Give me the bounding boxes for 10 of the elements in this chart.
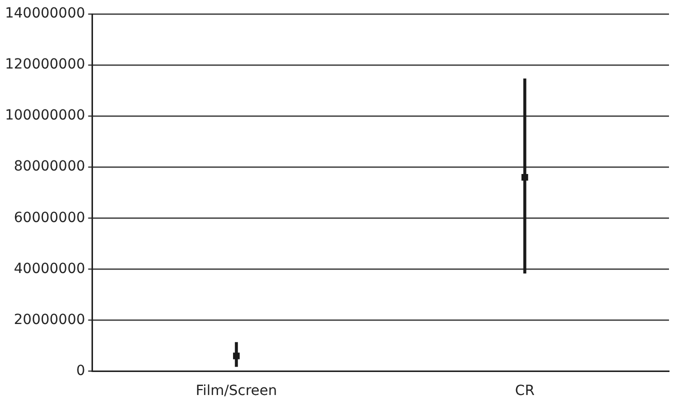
y-tick-label: 100000000 — [4, 108, 86, 124]
x-tick-label: Film/Screen — [196, 383, 278, 400]
y-tick-label: 40000000 — [14, 260, 86, 277]
y-tick-label: 60000000 — [14, 210, 86, 226]
y-tick-label: 120000000 — [4, 56, 86, 73]
y-tick-label: 140000000 — [4, 6, 86, 22]
y-tick-label: 0 — [76, 362, 86, 379]
y-tick-label: 20000000 — [14, 312, 86, 328]
x-tick-label: CR — [515, 383, 535, 400]
y-tick-label: 80000000 — [14, 158, 86, 175]
